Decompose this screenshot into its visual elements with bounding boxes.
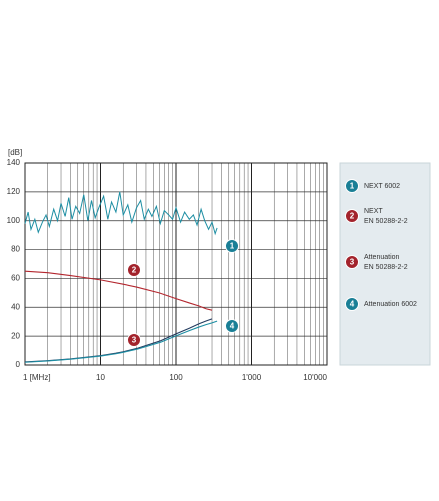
y-tick-label: 20 — [11, 331, 20, 340]
badge — [127, 263, 141, 277]
badge-number: 1 — [230, 242, 235, 251]
legend-line: Attenuation 6002 — [364, 301, 417, 308]
badge — [345, 209, 359, 223]
badge — [345, 297, 359, 311]
x-tick-label: 1'000 — [242, 373, 262, 382]
badge — [225, 319, 239, 333]
badge — [345, 179, 359, 193]
y-tick-label: 60 — [11, 274, 20, 283]
legend-line: NEXT 6002 — [364, 183, 400, 190]
x-tick-label: 100 — [169, 373, 183, 382]
badge-number: 1 — [350, 182, 355, 191]
series-line — [24, 318, 213, 363]
badge-number: 2 — [350, 212, 355, 221]
y-tick-label: 80 — [11, 245, 20, 254]
series-line — [24, 320, 218, 363]
x-tick-label: 10 — [96, 373, 105, 382]
x-tick-label: 1 [MHz] — [23, 373, 51, 382]
legend-line: EN 50288-2-2 — [364, 218, 408, 225]
badge-number: 4 — [350, 300, 355, 309]
y-tick-label: 40 — [11, 302, 20, 311]
badge — [127, 333, 141, 347]
y-tick-label: 100 — [7, 216, 21, 225]
y-tick-label: 120 — [7, 187, 21, 196]
legend-label: Attenuation EN 50288-2-2 — [364, 254, 408, 271]
badge-number: 3 — [350, 258, 355, 267]
x-tick-label: 10'000 — [303, 373, 327, 382]
badge-number: 3 — [132, 336, 137, 345]
legend-label: Attenuation 6002 — [364, 301, 417, 308]
legend-line: EN 50288-2-2 — [364, 264, 408, 271]
badge-number: 2 — [132, 266, 137, 275]
y-tick-label: 0 — [16, 360, 21, 369]
badge — [345, 255, 359, 269]
y-tick-label: 140 — [7, 158, 21, 167]
series-line — [24, 191, 218, 236]
plot-frame — [24, 162, 328, 366]
series-line — [24, 270, 213, 311]
badge — [225, 239, 239, 253]
legend-line: NEXT — [364, 208, 383, 215]
badge-number: 4 — [230, 322, 235, 331]
legend-label: NEXT EN 50288-2-2 — [364, 208, 408, 225]
legend-label: NEXT 6002 — [364, 183, 400, 190]
y-axis-label: [dB] — [8, 148, 22, 157]
legend-line: Attenuation — [364, 254, 400, 261]
